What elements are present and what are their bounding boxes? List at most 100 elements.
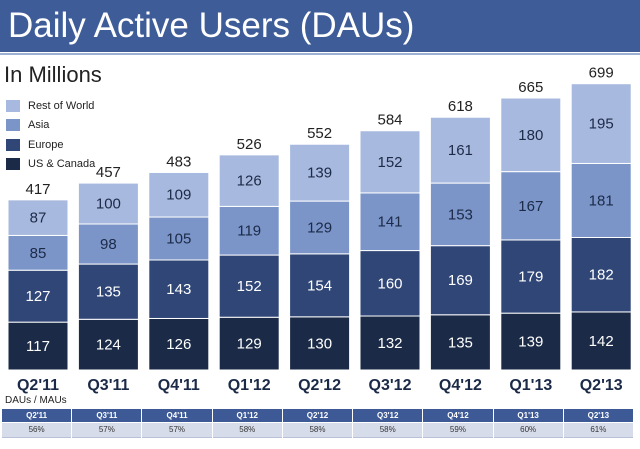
bar-segment-us-canada (289, 316, 351, 371)
ratio-table-value: 58% (353, 423, 423, 438)
bar-segment-rest-of-world (148, 171, 210, 218)
bar-segment-europe (359, 250, 421, 317)
bar-segment-asia (359, 192, 421, 252)
title-divider (0, 53, 640, 55)
segment-value-label: 132 (377, 335, 402, 352)
ratio-table-label: DAUs / MAUs (5, 395, 67, 406)
segment-value-label: 153 (448, 206, 473, 223)
segment-value-label: 139 (307, 165, 332, 182)
ratio-table-header: Q3'11 (72, 409, 142, 422)
bar-segment-asia (429, 182, 491, 247)
page-title: Daily Active Users (DAUs) (8, 6, 415, 45)
ratio-table-header: Q2'11 (2, 409, 72, 422)
bar-segment-us-canada (359, 315, 421, 371)
bar-total-label: 584 (377, 112, 402, 129)
segment-value-label: 167 (518, 198, 543, 215)
ratio-table-value: 58% (212, 423, 282, 438)
segment-value-label: 130 (307, 335, 332, 352)
legend-swatch (6, 158, 20, 171)
bar-segment-us-canada (570, 311, 632, 371)
bar-segment-asia (7, 234, 69, 271)
ratio-table-header: Q2'12 (282, 409, 353, 422)
segment-value-label: 117 (26, 338, 50, 355)
segment-value-label: 139 (518, 334, 543, 351)
segment-value-label: 98 (100, 236, 117, 253)
segment-value-label: 126 (237, 173, 262, 190)
bar-segment-europe (7, 269, 69, 323)
segment-value-label: 109 (166, 187, 191, 204)
ratio-table-value: 57% (72, 423, 142, 438)
segment-value-label: 129 (237, 336, 262, 353)
segment-value-label: 100 (96, 196, 121, 213)
legend-item-europe: Europe (6, 135, 95, 155)
legend-label: Rest of World (28, 99, 95, 112)
segment-value-label: 127 (25, 288, 50, 305)
bar-segment-rest-of-world (7, 199, 69, 236)
segment-value-label: 105 (166, 231, 191, 248)
ratio-table-header: Q4'11 (142, 409, 212, 422)
segment-value-label: 142 (589, 333, 614, 350)
segment-value-label: 124 (96, 337, 121, 354)
bar-segment-rest-of-world (570, 83, 632, 164)
legend-item-us-canada: US & Canada (6, 155, 95, 175)
bar-total-label: 483 (166, 153, 191, 170)
legend-label: Asia (28, 119, 50, 132)
bar-segment-asia (77, 223, 139, 265)
ratio-table-header: Q4'12 (423, 409, 493, 422)
legend-swatch (6, 138, 20, 151)
ratio-table-header: Q1'12 (212, 409, 282, 422)
segment-value-label: 135 (448, 334, 473, 351)
ratio-table-value: 58% (282, 423, 353, 438)
bar-total-label: 552 (307, 125, 332, 142)
ratio-table-header: Q2'13 (563, 409, 633, 422)
ratio-table-header: Q3'12 (353, 409, 423, 422)
bar-segment-rest-of-world (359, 130, 421, 194)
bar-segment-rest-of-world (77, 182, 139, 225)
bar-total-label: 618 (448, 98, 473, 115)
legend-label: US & Canada (28, 158, 96, 171)
segment-value-label: 129 (307, 219, 332, 236)
dau-mau-ratio-table: Q2'11 Q3'11 Q4'11 Q1'12 Q2'12 Q3'12 Q4'1… (2, 409, 633, 438)
bar-segment-us-canada (7, 321, 69, 371)
bar-segment-asia (218, 205, 280, 256)
x-tick-label: Q1'13 (509, 377, 552, 394)
bar-total-label: 665 (518, 79, 543, 96)
segment-value-label: 180 (518, 127, 543, 144)
segment-value-label: 119 (237, 223, 261, 240)
segment-value-label: 85 (30, 245, 47, 262)
bar-segment-europe (218, 254, 280, 318)
bar-segment-us-canada (429, 314, 491, 371)
ratio-table-value: 57% (142, 423, 212, 438)
bar-segment-europe (289, 253, 351, 318)
segment-value-label: 152 (377, 154, 402, 171)
x-tick-label: Q3'11 (87, 377, 129, 394)
bar-segment-europe (570, 236, 632, 313)
bar-segment-us-canada (218, 316, 280, 371)
x-tick-label: Q2'11 (17, 377, 59, 394)
bar-segment-rest-of-world (500, 97, 562, 173)
title-bar: Daily Active Users (DAUs) (0, 0, 640, 52)
bar-segment-europe (500, 239, 562, 314)
legend-item-rest-of-world: Rest of World (6, 96, 95, 116)
bar-segment-us-canada (148, 317, 210, 371)
bar-segment-rest-of-world (218, 154, 280, 207)
segment-value-label: 135 (96, 284, 121, 301)
bar-segment-europe (429, 245, 491, 316)
legend-item-asia: Asia (6, 116, 95, 136)
x-tick-label: Q1'12 (228, 377, 271, 394)
legend-swatch (6, 99, 20, 112)
segment-value-label: 169 (448, 272, 473, 289)
x-tick-label: Q2'12 (298, 377, 341, 394)
segment-value-label: 143 (166, 281, 191, 298)
bar-total-label: 526 (237, 136, 262, 153)
x-tick-label: Q4'12 (439, 377, 482, 394)
x-tick-label: Q3'12 (369, 377, 412, 394)
bar-segment-rest-of-world (429, 116, 491, 184)
chart-subtitle: In Millions (4, 62, 102, 87)
segment-value-label: 126 (166, 336, 191, 353)
legend-label: Europe (28, 138, 64, 151)
bar-segment-europe (148, 259, 210, 319)
segment-value-label: 87 (30, 210, 47, 227)
segment-value-label: 141 (377, 214, 402, 231)
ratio-table-header: Q1'13 (493, 409, 563, 422)
